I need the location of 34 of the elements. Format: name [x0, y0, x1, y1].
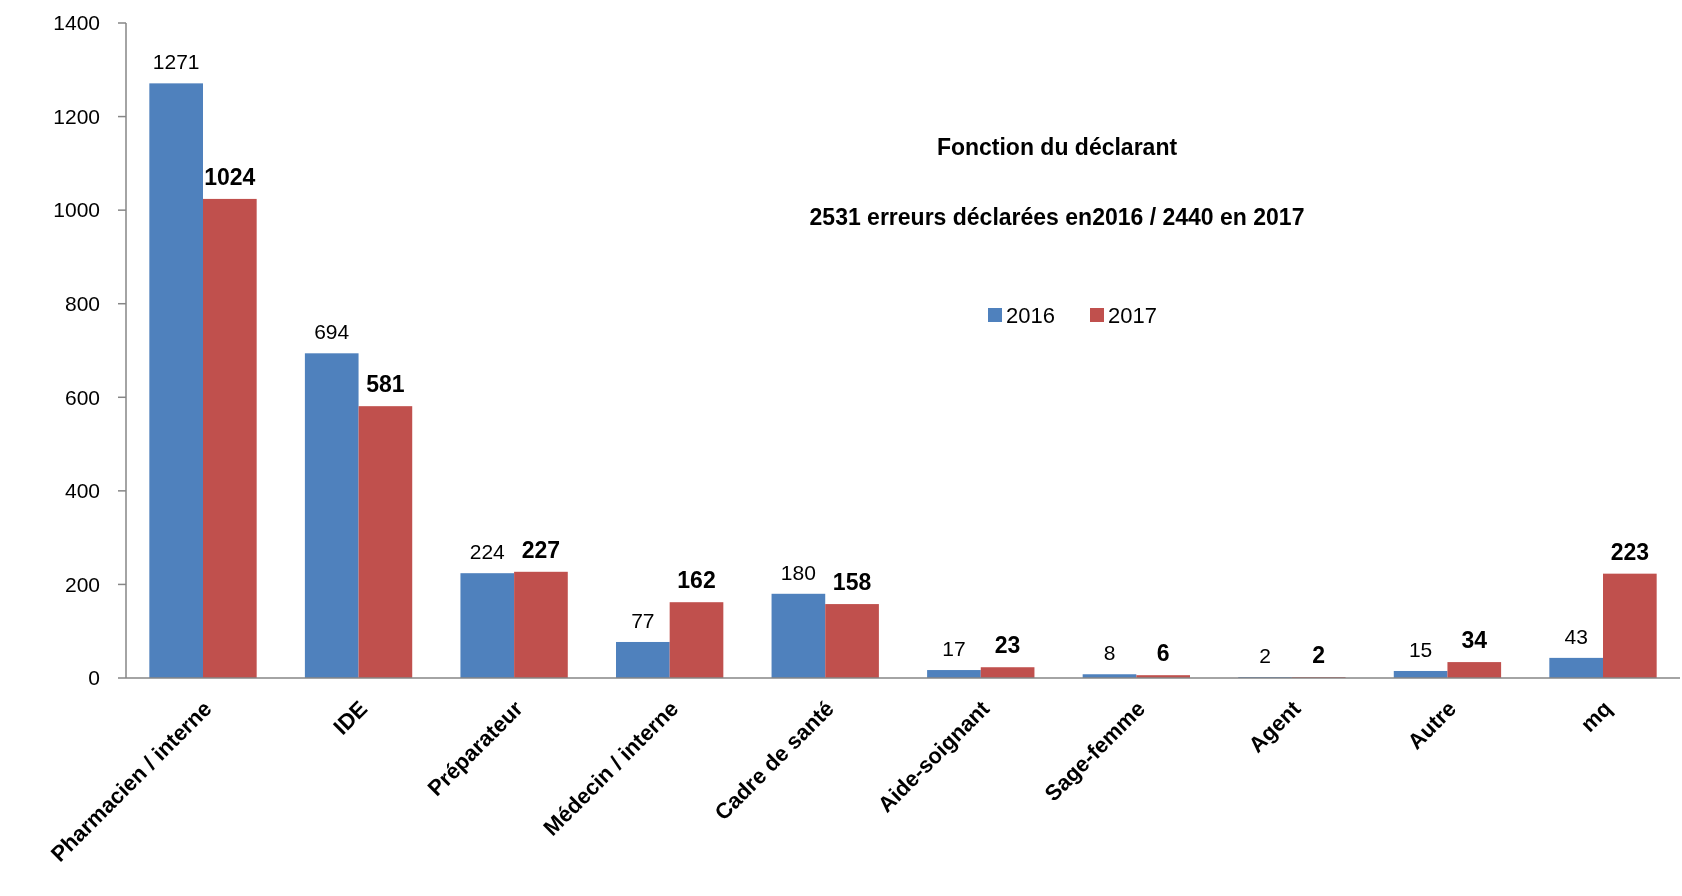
data-label: 180	[780, 560, 816, 584]
legend-label: 2016	[1006, 302, 1055, 328]
data-label: 8	[1103, 641, 1116, 665]
text: Fonction du déclarant	[936, 134, 1178, 160]
x-tick-label: mq	[1575, 695, 1617, 737]
data-label: 223	[1610, 538, 1650, 565]
y-tick-label: 1400	[53, 11, 100, 35]
data-label: 694	[314, 320, 350, 344]
data-label: 158	[832, 569, 872, 596]
data-label: 17	[942, 637, 966, 661]
data-label: 224	[469, 540, 506, 564]
data-label: 23	[994, 632, 1021, 659]
data-label: 6	[1156, 640, 1170, 667]
y-tick-label: 600	[64, 385, 100, 409]
legend-label: 2017	[1108, 302, 1157, 328]
data-label: 581	[366, 371, 405, 398]
data-label: 227	[521, 536, 561, 563]
text: 2531 erreurs déclarées en2016 / 2440 en 2017	[809, 204, 1305, 230]
data-label: 15	[1408, 637, 1433, 661]
y-tick-label: 200	[64, 572, 100, 596]
data-label: 34	[1461, 627, 1488, 654]
data-label: 1024	[204, 163, 256, 190]
y-tick-label: 800	[64, 292, 100, 316]
x-tick-label: IDE	[328, 695, 373, 740]
data-label: 43	[1564, 624, 1588, 648]
y-tick-label: 0	[88, 666, 100, 690]
data-label: 162	[677, 567, 716, 594]
data-label: 2	[1312, 642, 1326, 669]
data-label: 1271	[152, 50, 200, 74]
y-tick-label: 1200	[53, 104, 100, 128]
y-tick-label: 400	[64, 479, 100, 503]
data-label: 77	[631, 608, 655, 632]
y-tick-label: 1000	[53, 198, 100, 222]
data-label: 2	[1259, 644, 1271, 668]
